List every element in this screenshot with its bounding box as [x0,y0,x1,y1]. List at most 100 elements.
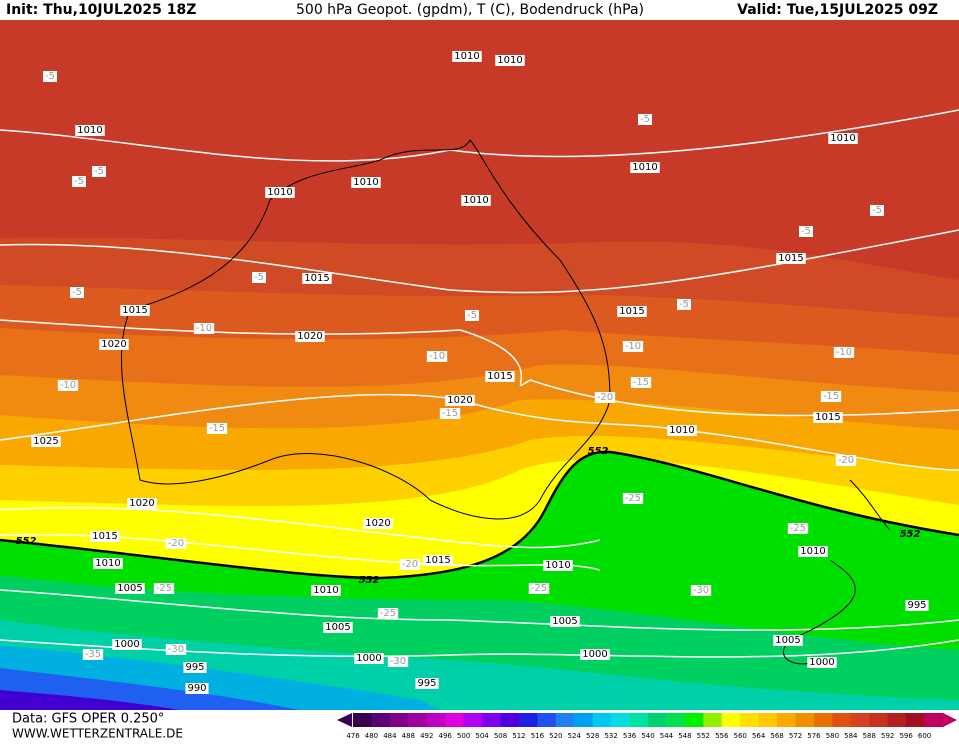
colorbar-tick-label: 580 [826,732,839,740]
colorbar-swatch [795,713,815,727]
isotherm-label: -5 [72,176,86,187]
isotherm-label: -30 [690,585,712,596]
isobar-label-box [31,436,61,447]
isotherm-label: -15 [439,408,461,419]
isobar-label-box [323,622,353,633]
colorbar-tick-label: 568 [770,732,783,740]
isotherm-label: -5 [252,272,266,283]
colorbar-swatch [850,713,870,727]
isotherm-label-box [92,166,106,177]
isobar-label: 995 [415,678,439,689]
isobar-label-text: 1010 [77,125,102,136]
isobar-label-text: 1010 [497,55,522,66]
colorbar-swatch [408,713,428,727]
isobar-label-text: 995 [417,678,436,689]
isobar-label-box [543,560,573,571]
isobar-label-text: 1020 [365,518,390,529]
isotherm-label-text: -10 [625,341,641,352]
isobar-label: 1015 [423,555,453,566]
isobar-label-text: 1020 [101,339,126,350]
isotherm-label-text: -5 [72,287,82,298]
isotherm-label-text: -5 [679,299,689,310]
isobar-label-text: 1010 [95,558,120,569]
isotherm-label-text: -10 [429,351,445,362]
isotherm-label-text: -30 [693,585,709,596]
isobar-label-text: 1015 [778,253,803,264]
isobar-label-box [495,55,525,66]
isotherm-label: -20 [594,392,616,403]
isotherm-label-text: -5 [45,71,55,82]
isobar-label-box [452,51,482,62]
isotherm-label-box [70,287,84,298]
isotherm-label: -25 [622,493,644,504]
isobar-label-text: 995 [185,662,204,673]
isobar-label: 1015 [90,531,120,542]
isobar-label-box [580,649,610,660]
isotherm-label: -15 [206,423,228,434]
isobar-label: 995 [905,600,929,611]
isobar-label-text: 1015 [304,273,329,284]
colorbar-swatch [648,713,667,727]
isotherm-label-box [594,392,616,403]
colorbar-swatch [426,713,446,727]
colorbar-swatch [703,713,723,727]
isobar-label-text: 1010 [267,187,292,198]
isotherm-label-text: -25 [625,493,641,504]
isotherm-label-box [193,323,215,334]
colorbar-arrow [337,713,352,727]
isobar-label: 1020 [363,518,393,529]
colorbar-swatch [721,713,741,727]
isotherm-label-text: -10 [196,323,212,334]
isotherm-label-box [787,523,809,534]
geopotential-552-line [0,450,959,580]
isobar-label-box [354,653,384,664]
isobar-label-text: 1010 [669,425,694,436]
colorbar-tick-label: 596 [899,732,913,740]
isotherm-label: -30 [387,656,409,667]
colorbar-tick-label: 516 [531,732,545,740]
isobar-label: 1010 [798,546,828,557]
colorbar-tick-label: 540 [641,732,654,740]
isobar-label-text: 995 [907,600,926,611]
isotherm-label-text: -35 [85,649,101,660]
isobar-label-text: 1015 [92,531,117,542]
isotherm-label: -15 [630,377,652,388]
isobar-label-text: 1015 [619,306,644,317]
colorbar-swatch [813,713,833,727]
colorbar-swatch [463,713,483,727]
isobar-label: 1010 [543,560,573,571]
isotherm-label: -25 [528,583,550,594]
isotherm-label-text: -25 [156,583,172,594]
colorbar-swatch [592,713,612,727]
colorbar-swatch [906,713,926,727]
colorbar-arrow [943,713,957,727]
isotherm-label-box [677,299,691,310]
colorbar-swatch [869,713,889,727]
colorbar-tick-label: 528 [586,732,599,740]
colorbar-tick-label: 488 [402,732,415,740]
isotherm-label: -10 [833,347,855,358]
isobar-label-text: 1020 [129,498,154,509]
isobar-label-box [828,133,858,144]
isotherm-label: -5 [677,299,691,310]
isotherm-label-box [426,351,448,362]
colorbar-swatch [629,713,649,727]
isotherm-label: -5 [870,205,884,216]
isotherm-label-text: -15 [633,377,649,388]
website: WWW.WETTERZENTRALE.DE [12,727,183,741]
isobar-label: 1005 [323,622,353,633]
colorbar-swatch [500,713,520,727]
colorbar-tick-label: 500 [457,732,470,740]
colorbar-swatch [555,713,575,727]
isobar-label: 1010 [667,425,697,436]
isobar-label-box [445,395,475,406]
isobar-label: 1015 [617,306,647,317]
isotherm-label-text: -15 [823,391,839,402]
isobar-label: 1015 [302,273,332,284]
isotherm-label-text: -10 [836,347,852,358]
isotherm-label-box [439,408,461,419]
isotherm-label-text: -5 [801,226,811,237]
isobar-label: 1010 [452,51,482,62]
isotherm-label-text: -5 [872,205,882,216]
colorbar-tick-label: 584 [844,732,858,740]
